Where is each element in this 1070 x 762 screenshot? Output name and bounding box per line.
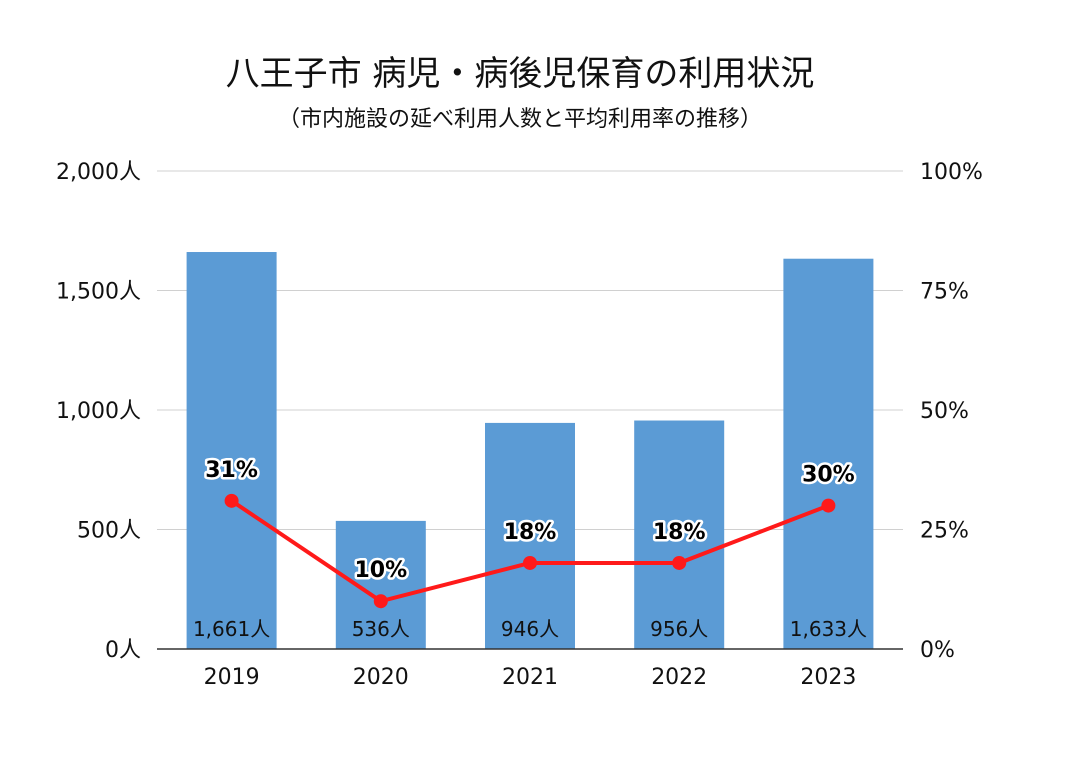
x-tick-label: 2019 (204, 665, 260, 690)
line-series (224, 493, 836, 609)
y-right-tick-label: 75% (920, 280, 969, 305)
x-tick-label: 2023 (800, 665, 856, 690)
bar-value-label: 536人 (352, 617, 410, 641)
x-tick-label: 2022 (651, 665, 707, 690)
x-tick-label: 2020 (353, 665, 409, 690)
y-left-tick-label: 1,500人 (56, 280, 141, 305)
y-right-tick-label: 100% (920, 160, 983, 185)
rate-point-2023 (821, 498, 836, 513)
bar-value-label: 956人 (650, 617, 708, 641)
y-left-tick-label: 1,000人 (56, 399, 141, 424)
y-left-tick-label: 500人 (77, 519, 141, 544)
bar-2019 (186, 252, 277, 649)
bar-2023 (783, 258, 874, 649)
y-left-tick-label: 0人 (105, 638, 141, 663)
bar-value-label: 1,661人 (193, 617, 270, 641)
chart-title: 八王子市 病児・病後児保育の利用状況 (226, 54, 815, 94)
bar-value-label: 946人 (501, 617, 559, 641)
x-tick-label: 2021 (502, 665, 558, 690)
bar-2022 (634, 420, 725, 649)
rate-value-label: 10% (354, 558, 407, 583)
rate-value-label: 31% (205, 458, 258, 483)
y-right-tick-label: 50% (920, 399, 969, 424)
rate-point-2020 (373, 594, 388, 609)
rate-value-label: 18% (504, 520, 557, 545)
rate-value-label: 18% (653, 520, 706, 545)
bar-2020 (335, 520, 426, 649)
y-right-tick-label: 0% (920, 638, 955, 663)
y-left-tick-label: 2,000人 (56, 160, 141, 185)
bar-value-label: 1,633人 (790, 617, 867, 641)
data-labels: 1,661人 536人 946人 956人 1,633人 31% 10% 18% 18% 30% (193, 455, 867, 641)
rate-value-label: 30% (802, 463, 855, 488)
rate-point-2021 (523, 555, 537, 570)
rate-point-2019 (224, 493, 239, 508)
bar-series (186, 252, 874, 649)
rate-point-2022 (672, 555, 687, 570)
chart-subtitle: （市内施設の延べ利用人数と平均利用率の推移） (278, 107, 762, 132)
y-right-tick-label: 25% (920, 519, 969, 544)
axes: 0人 500人 1,000人 1,500人 2,000人 0% 25% 50% 75% 100% 2… (56, 160, 983, 690)
bar-2021 (485, 422, 575, 649)
